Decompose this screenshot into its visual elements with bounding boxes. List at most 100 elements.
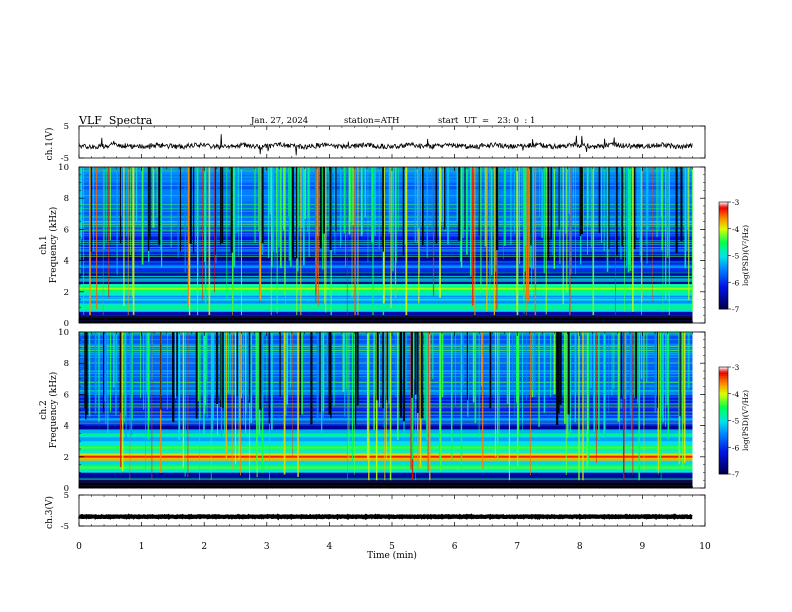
spectrogram-row — [79, 213, 693, 219]
colorbar-cell — [719, 219, 728, 223]
colorbar-cell — [719, 278, 728, 281]
spectrogram-row — [79, 209, 693, 215]
spectrogram-row — [79, 374, 693, 380]
x-tick-label: 8 — [577, 542, 583, 552]
colorbar-cell — [719, 441, 728, 445]
colorbar-cell — [719, 375, 728, 379]
colorbar-cell — [719, 388, 728, 391]
spectrogram-row — [79, 221, 693, 226]
colorbar-tick-label: -6 — [732, 278, 740, 287]
spectrogram-row — [79, 390, 693, 395]
y-tick-label: 10 — [58, 328, 69, 338]
spectrogram-row — [79, 367, 693, 372]
spectrogram-row — [79, 194, 693, 199]
colorbar-cell — [719, 395, 728, 398]
y-tick-label: -5 — [61, 522, 69, 532]
colorbar-cell — [719, 210, 728, 214]
colorbar-cell — [719, 248, 728, 251]
colorbar-cell — [719, 383, 728, 386]
colorbar-cell — [719, 239, 728, 242]
ch3-waveform-panel: 5 -5 ch.3(V) — [44, 491, 706, 532]
y-tick-label: -5 — [61, 154, 69, 164]
colorbar-cell — [719, 205, 728, 208]
colorbar-cell — [719, 243, 728, 246]
colorbar-cell — [719, 436, 728, 439]
colorbar-cell — [719, 214, 728, 217]
colorbar-label: log(PSD)(V²/Hz) — [741, 225, 750, 286]
colorbar-cell — [719, 377, 728, 380]
spectrogram-row — [79, 378, 693, 384]
y-tick-label: 2 — [64, 288, 69, 298]
x-tick-label: 9 — [640, 542, 646, 552]
colorbar-tick-label: -3 — [732, 363, 740, 372]
y-tick-label: 2 — [64, 453, 69, 463]
spectrogram-row — [79, 190, 693, 195]
y-axis-label: ch.2Frequency (kHz) — [39, 372, 59, 449]
colorbar-cell — [719, 267, 728, 271]
colorbar-cell — [719, 257, 728, 260]
colorbar-cell — [719, 303, 728, 306]
colorbar-label: log(PSD)(V²/Hz) — [741, 390, 750, 451]
colorbar-cell — [719, 253, 728, 256]
y-axis-label: ch.1(V) — [44, 128, 55, 161]
colorbar-cell — [719, 415, 728, 418]
spectrogram-row — [79, 437, 693, 442]
colorbar-cell — [719, 408, 728, 411]
colorbar-cell — [719, 300, 728, 303]
x-tick-label: 0 — [76, 542, 82, 552]
spectrogram-row — [79, 421, 693, 426]
ch1-spectrogram-panel: 0 2 4 6 8 10 ch.1Frequency (kHz) — [39, 163, 706, 329]
colorbar-cell — [719, 397, 728, 400]
colorbar-tick-label: -4 — [732, 225, 740, 234]
spectrogram-row — [79, 291, 693, 297]
colorbar-cell — [719, 234, 728, 237]
colorbar-cell — [719, 463, 728, 466]
colorbar-cell — [719, 384, 728, 388]
colorbar-cell — [719, 370, 728, 373]
colorbar-cell — [719, 416, 728, 420]
colorbar-tick-label: -7 — [732, 305, 740, 314]
colorbar-cell — [719, 259, 728, 262]
colorbar-cell — [719, 452, 728, 455]
colorbar-cell — [719, 372, 728, 375]
colorbar-cell — [719, 282, 728, 285]
colorbar-tick-label: -5 — [732, 417, 740, 426]
colorbar-cell — [719, 292, 728, 296]
colorbar-cell — [719, 420, 728, 423]
y-tick-label: 5 — [64, 491, 69, 501]
spectrogram-row — [79, 406, 693, 411]
colorbar-tick-label: -3 — [732, 198, 740, 207]
colorbar: -3 -4 -5 -6 -7 log(PSD)(V²/Hz) — [718, 363, 750, 479]
colorbar-tick-label: -5 — [732, 252, 740, 261]
spectrogram-row — [79, 198, 693, 203]
colorbar-cell — [719, 472, 728, 475]
colorbar-tick-label: -7 — [732, 470, 740, 479]
spectrogram-row — [79, 410, 693, 415]
colorbar-cell — [719, 307, 728, 310]
colorbar-cell — [719, 443, 728, 446]
spectrogram-row — [79, 299, 693, 304]
spectrogram-row — [79, 413, 693, 419]
x-tick-label: 1 — [139, 542, 145, 552]
colorbar: -3 -4 -5 -6 -7 log(PSD)(V²/Hz) — [718, 198, 750, 314]
y-tick-label: 10 — [58, 163, 69, 173]
colorbar-cell — [719, 431, 728, 434]
colorbar-cell — [719, 425, 728, 429]
x-tick-label: 4 — [327, 542, 333, 552]
colorbar-cell — [719, 223, 728, 226]
spectrogram-row — [79, 256, 693, 261]
x-tick-label: 5 — [389, 542, 395, 552]
colorbar-cell — [719, 260, 728, 264]
date-label: Jan. 27, 2024 — [251, 116, 309, 126]
spectrogram-row — [79, 425, 693, 430]
spectrogram-row — [79, 225, 693, 230]
colorbar-cell — [719, 280, 728, 283]
colorbar-cell — [719, 275, 728, 278]
colorbar-tick-label: -4 — [732, 390, 740, 399]
spectrogram-row — [79, 182, 693, 187]
spectrogram-row — [79, 335, 693, 341]
colorbar-cell — [719, 432, 728, 436]
waveform-trace — [77, 513, 693, 521]
spectrogram-row — [79, 472, 693, 477]
spectrogram-row — [79, 359, 693, 364]
